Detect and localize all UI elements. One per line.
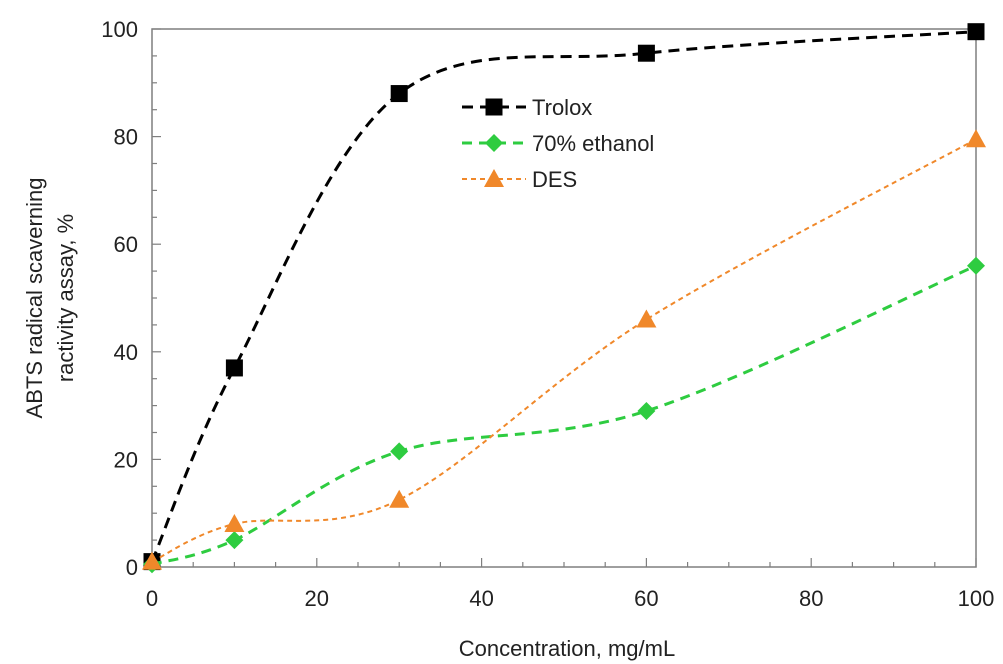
x-tick-label: 60 [634,586,658,611]
legend-item-des: DES [462,167,577,192]
series-des [142,129,986,570]
data-point-des [224,513,245,532]
data-point-70-ethanol [637,401,656,420]
series-line-70-ethanol [151,264,977,566]
data-point-trolox [637,44,655,62]
y-tick-label: 100 [101,17,138,42]
legend-label-trolox: Trolox [532,95,592,120]
legend-label-des: DES [532,167,577,192]
legend-item-trolox: Trolox [462,95,592,120]
legend-item-70-ethanol: 70% ethanol [462,131,654,156]
data-point-70-ethanol [225,531,244,550]
data-point-des [636,309,657,328]
legend-label-70-ethanol: 70% ethanol [532,131,654,156]
data-point-des [142,551,162,570]
series-70-ethanol [143,256,985,574]
y-axis-title-line-1: ABTS radical scaverning [22,178,47,419]
data-point-70-ethanol [967,256,985,275]
y-tick-label: 80 [114,125,138,150]
x-tick-label: 40 [469,586,493,611]
data-point-trolox [967,23,985,41]
x-tick-label: 20 [305,586,329,611]
y-tick-label: 20 [114,447,138,472]
y-axis-title-line-2: ractivity assay, % [53,214,78,382]
chart-axes: 0 20 40 60 80 100 0 20 40 60 80 100 [101,17,994,611]
series-line-des [151,138,977,563]
data-point-70-ethanol [390,442,409,461]
y-tick-label: 0 [126,555,138,580]
chart-legend: Trolox 70% ethanol DES [462,95,654,192]
legend-marker-70-ethanol [485,134,503,152]
data-point-des [389,489,410,508]
x-tick-label: 0 [146,586,158,611]
x-tick-label: 100 [958,586,995,611]
legend-marker-trolox [485,98,503,116]
x-axis-title: Concentration, mg/mL [459,636,675,661]
data-point-trolox [225,359,243,377]
y-tick-label: 60 [114,232,138,257]
chart-series-layer [142,23,986,574]
x-tick-label: 80 [799,586,823,611]
y-axis-title: ABTS radical scaverning ractivity assay,… [22,178,78,419]
data-point-des [966,129,986,148]
data-point-trolox [390,85,408,103]
legend-marker-des [484,169,504,187]
y-tick-label: 40 [114,340,138,365]
